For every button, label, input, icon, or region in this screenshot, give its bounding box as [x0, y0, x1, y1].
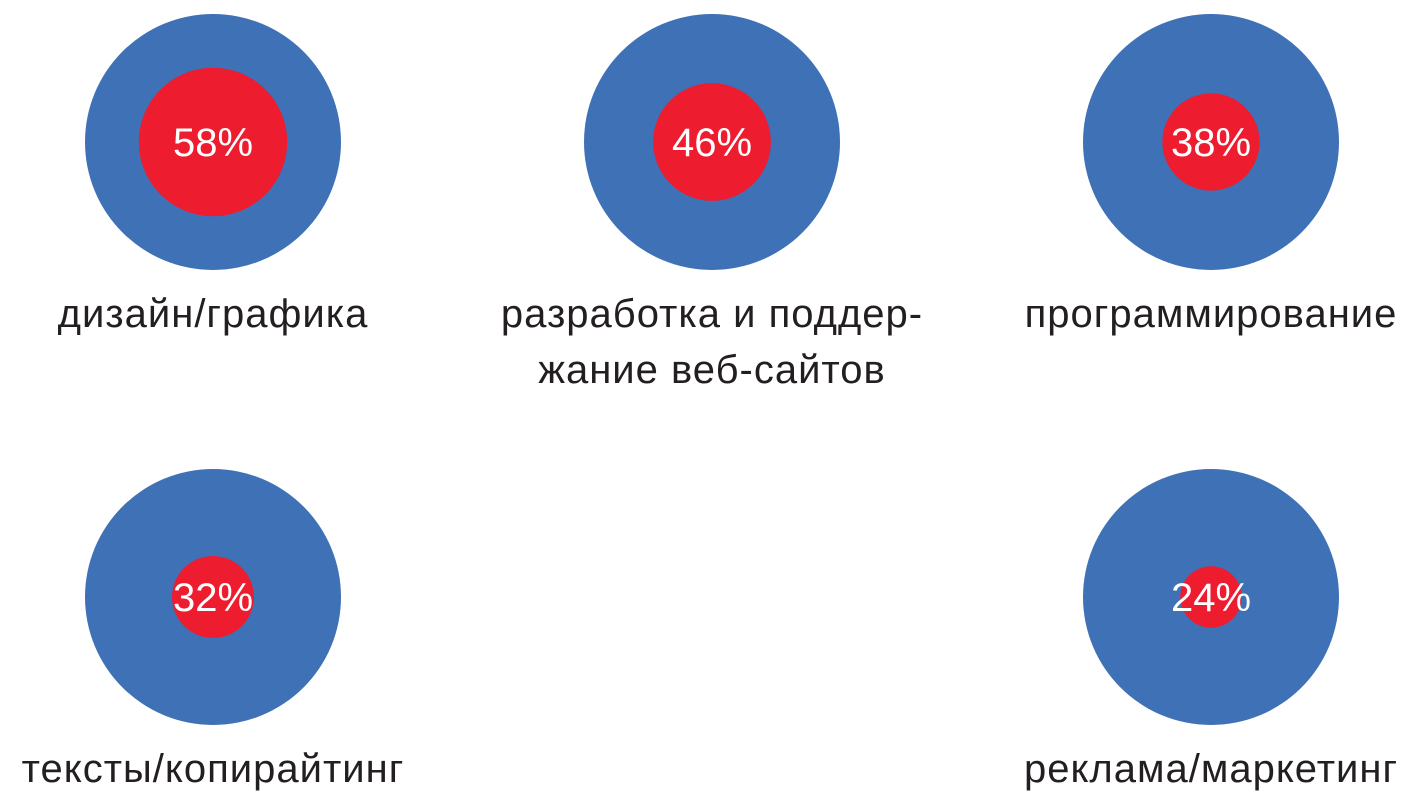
value-circle	[653, 83, 771, 201]
value-label: 38%	[1171, 121, 1251, 165]
category-label: дизайн/графика	[0, 286, 453, 342]
value-circle	[138, 67, 288, 217]
value-label: 32%	[173, 576, 253, 620]
category-label-line: дизайн/графика	[57, 292, 369, 336]
category-label-line: программирование	[1024, 292, 1398, 336]
value-label: 58%	[173, 121, 253, 165]
category-label: разработка и поддер-жание веб-сайтов	[472, 286, 952, 398]
value-circle	[172, 556, 254, 638]
category-label-line: тексты/копирайтинг	[21, 747, 405, 791]
category-label: тексты/копирайтинг	[0, 741, 453, 797]
category-label-line: жание веб-сайтов	[538, 348, 886, 392]
value-label: 24%	[1171, 576, 1251, 620]
value-label: 46%	[672, 121, 752, 165]
category-label: реклама/маркетинг	[971, 741, 1428, 797]
value-circle	[1180, 566, 1242, 628]
value-circle	[1162, 93, 1260, 191]
category-label-line: реклама/маркетинг	[1023, 747, 1399, 791]
category-label-line: разработка и поддер-	[500, 292, 924, 336]
category-label: программирование	[971, 286, 1428, 342]
